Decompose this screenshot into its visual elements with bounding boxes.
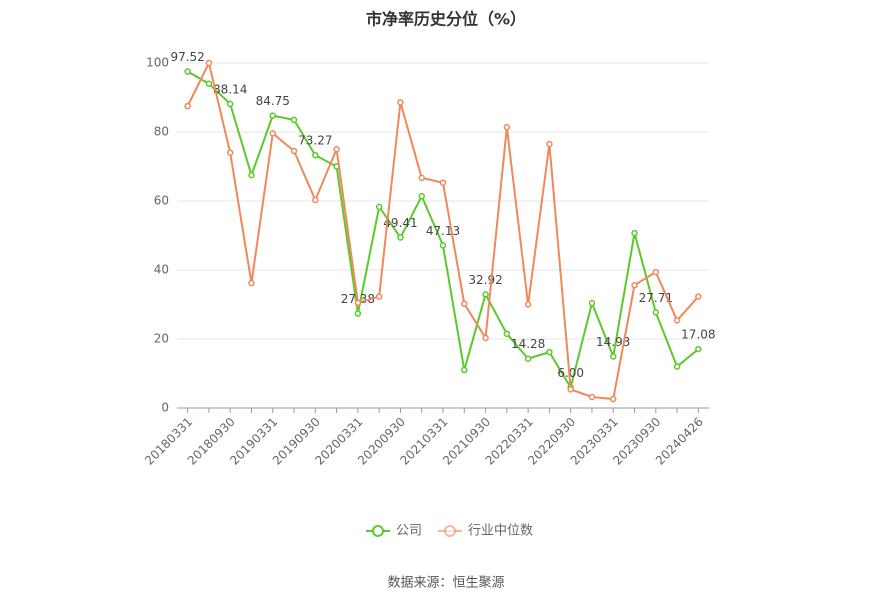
point: [482, 334, 489, 342]
y-tick-label: 20: [154, 332, 169, 346]
point: [205, 59, 213, 67]
point: [588, 299, 596, 307]
data-label: 49.41: [383, 216, 417, 230]
point: [312, 151, 319, 159]
point: [248, 279, 255, 287]
data-label: 14.93: [596, 335, 630, 349]
point: [290, 147, 298, 155]
point: [567, 386, 574, 393]
data-label: 27.71: [639, 291, 673, 305]
point: [609, 395, 617, 403]
point: [205, 80, 213, 87]
point: [673, 317, 681, 324]
point: [226, 149, 234, 156]
point: [397, 99, 404, 106]
point: [439, 179, 447, 186]
point: [482, 291, 489, 298]
point: [461, 300, 468, 308]
point: [461, 366, 468, 374]
point: [312, 196, 319, 204]
data-label: 84.75: [256, 94, 290, 108]
point: [354, 299, 362, 307]
data-label: 17.08: [681, 328, 715, 342]
point: [397, 234, 404, 241]
point: [546, 348, 553, 356]
point: [418, 174, 425, 182]
point: [248, 171, 255, 179]
y-tick-label: 100: [146, 56, 169, 70]
point: [588, 393, 596, 401]
point: [439, 242, 447, 249]
legend-marker: [444, 525, 457, 537]
point: [652, 268, 660, 276]
point: [290, 116, 298, 124]
y-tick-label: 60: [154, 194, 169, 208]
point: [226, 100, 234, 108]
point: [609, 353, 617, 360]
data-label: 97.52: [170, 50, 204, 64]
point: [269, 130, 277, 137]
point: [418, 192, 425, 200]
point: [503, 330, 511, 338]
point: [184, 68, 191, 75]
legend-marker: [372, 525, 384, 537]
data-label: 14.28: [511, 337, 545, 351]
data-label: 88.14: [213, 82, 247, 96]
legend-label: 行业中位数: [468, 524, 533, 539]
data-label: 73.27: [298, 134, 332, 148]
y-tick-label: 80: [154, 125, 169, 139]
legend-label: 公司: [396, 524, 422, 539]
point: [524, 301, 532, 308]
point: [524, 355, 532, 362]
data-label: 6.00: [557, 366, 584, 380]
point: [695, 293, 702, 300]
point: [652, 309, 660, 316]
point: [269, 112, 277, 119]
point: [673, 363, 681, 370]
point: [333, 146, 340, 153]
point: [184, 102, 191, 110]
source: 数据来源：恒生聚源: [387, 576, 504, 591]
point: [375, 293, 383, 300]
y-tick-label: 0: [161, 401, 169, 415]
chart-title: 市净率历史分位（%）: [366, 10, 526, 29]
point: [503, 123, 511, 131]
point: [546, 140, 553, 148]
y-tick-label: 40: [154, 263, 169, 277]
point: [631, 229, 638, 237]
point: [375, 203, 383, 211]
point: [354, 310, 362, 317]
data-label: 47.13: [426, 224, 460, 238]
point: [631, 281, 638, 289]
data-label: 32.92: [468, 273, 502, 287]
point: [695, 345, 702, 353]
